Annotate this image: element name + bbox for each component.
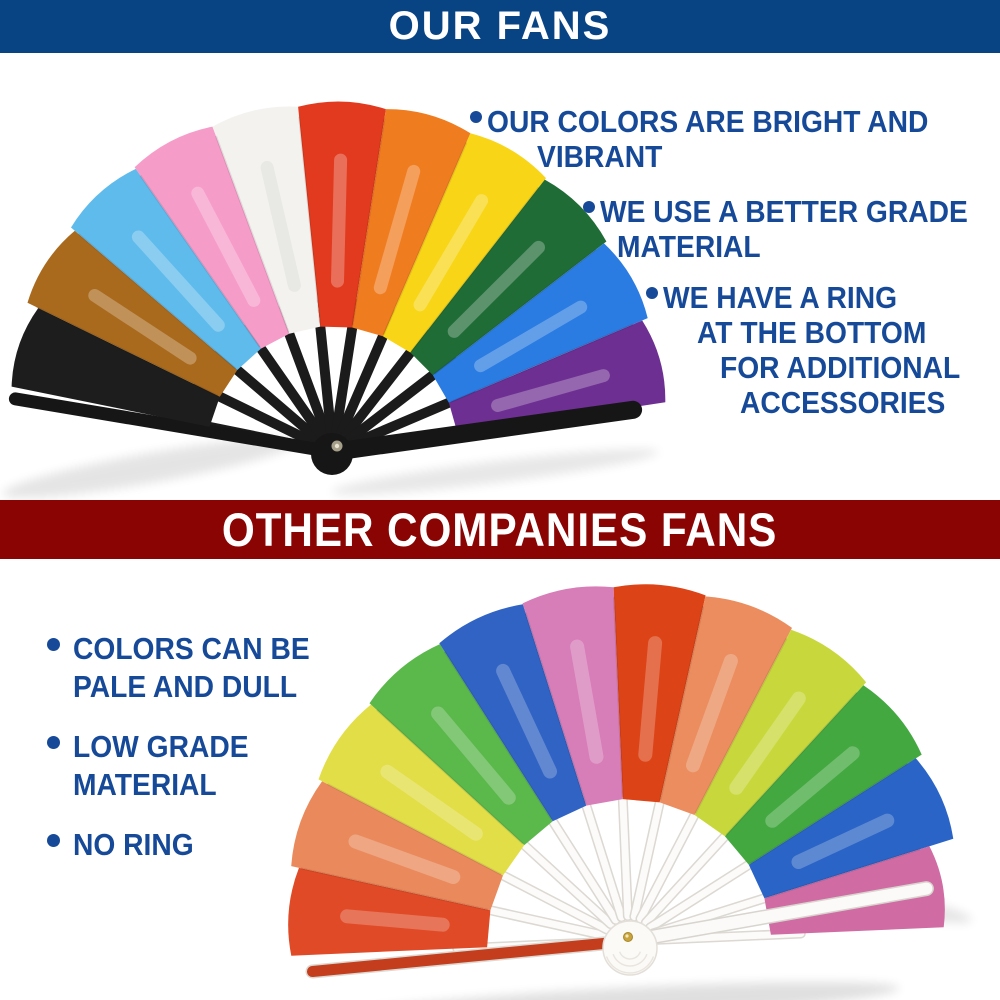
bullet-dot xyxy=(47,834,60,847)
bullet-pale-colors: COLORS CAN BE PALE AND DULL xyxy=(47,630,333,706)
bullet-line: PALE AND DULL xyxy=(73,669,298,704)
bullet-dot xyxy=(470,111,482,123)
our-fan-image xyxy=(2,101,666,498)
bullet-line: COLORS CAN BE xyxy=(73,631,310,666)
other-fan-image xyxy=(288,584,972,1000)
fan-pivot xyxy=(602,920,658,976)
other-companies-banner-title: OTHER COMPANIES FANS xyxy=(222,503,778,556)
bullet-line: AT THE BOTTOM xyxy=(697,315,927,350)
bullet-line: OUR COLORS ARE BRIGHT AND xyxy=(487,104,929,139)
bullet-line: LOW GRADE xyxy=(73,729,249,764)
bullet-better-material: WE USE A BETTER GRADE MATERIAL xyxy=(583,194,1000,264)
bullet-line: ACCESSORIES xyxy=(740,385,946,420)
bullet-line: WE HAVE A RING xyxy=(663,280,898,315)
fan-segment-red-2 xyxy=(613,584,706,803)
fan-segment-red xyxy=(288,867,491,956)
our-fans-banner-title: OUR FANS xyxy=(388,4,612,48)
bullet-line: VIBRANT xyxy=(537,139,663,174)
other-companies-banner: OTHER COMPANIES FANS xyxy=(0,500,1000,559)
bullet-line: FOR ADDITIONAL xyxy=(720,350,961,385)
our-fans-banner: OUR FANS xyxy=(0,0,1000,53)
bullet-no-ring: NO RING xyxy=(47,826,206,864)
bullet-ring-accessories: WE HAVE A RING AT THE BOTTOM FOR ADDITIO… xyxy=(646,280,984,420)
bullet-dot xyxy=(583,201,595,213)
bullet-dot xyxy=(646,287,658,299)
bullet-bright-colors: OUR COLORS ARE BRIGHT AND VIBRANT xyxy=(470,104,972,174)
bullet-line: NO RING xyxy=(73,827,194,862)
bullet-line: MATERIAL xyxy=(617,229,761,264)
bullet-line: WE USE A BETTER GRADE xyxy=(600,194,968,229)
fan-pivot xyxy=(311,433,353,475)
fan-segment-black xyxy=(11,308,220,427)
bullet-line: MATERIAL xyxy=(73,767,217,802)
bullet-dot xyxy=(47,736,60,749)
bullet-low-grade: LOW GRADE MATERIAL xyxy=(47,728,266,804)
bullet-dot xyxy=(47,638,60,651)
